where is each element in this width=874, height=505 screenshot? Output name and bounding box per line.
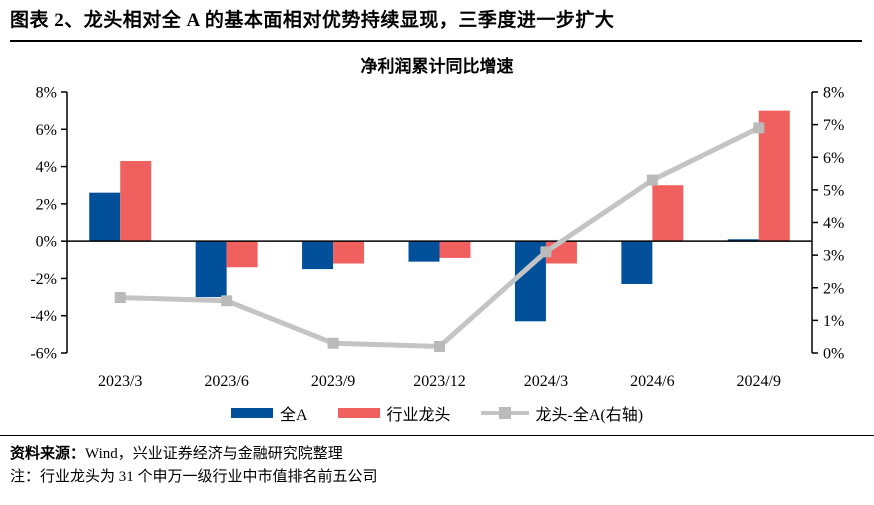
- bar-行业龙头-2023/6: [226, 241, 258, 268]
- source-label: 资料来源：: [10, 446, 86, 462]
- line-marker-2023/3: [114, 292, 126, 304]
- source-text: Wind，兴业证券经济与金融研究院整理: [85, 446, 343, 462]
- bar-全A-2023/9: [302, 241, 334, 270]
- bar-全A-2024/6: [621, 241, 653, 285]
- y-axis-left-label: 0%: [36, 234, 57, 251]
- legend-item-quan-a: 全A: [230, 401, 308, 425]
- figure-title: 图表 2、龙头相对全 A 的基本面相对优势持续显现，三季度进一步扩大: [10, 10, 615, 31]
- line-marker-2023/9: [327, 337, 339, 349]
- y-axis-right-label: 6%: [823, 150, 844, 167]
- x-axis-label: 2023/9: [311, 373, 355, 390]
- bar-行业龙头-2024/6: [652, 185, 684, 242]
- bar-全A-2024/9: [727, 239, 759, 242]
- bar-行业龙头-2023/9: [333, 241, 365, 264]
- footer-divider-line: [0, 435, 874, 436]
- y-axis-right-label: 5%: [823, 182, 844, 199]
- y-axis-right-label: 1%: [823, 313, 844, 330]
- y-axis-left-label: -2%: [30, 271, 57, 288]
- x-axis-label: 2023/3: [98, 373, 142, 390]
- chart-legend: 全A 行业龙头 龙头-全A(右轴): [0, 400, 874, 426]
- y-axis-left-label: -6%: [30, 346, 57, 363]
- title-divider-line: [10, 40, 862, 42]
- legend-label: 行业龙头: [386, 407, 451, 424]
- bar-全A-2023/3: [89, 192, 121, 242]
- y-axis-right-label: 3%: [823, 248, 844, 265]
- y-axis-left-label: 2%: [36, 196, 57, 213]
- legend-swatch-blue: [230, 408, 273, 418]
- legend-swatch-gray-line: [480, 407, 529, 419]
- legend-label: 全A: [279, 407, 308, 424]
- bar-全A-2023/6: [195, 241, 227, 298]
- chart-plot-area: 8% 6% 4% 2% 0% -2% -4% -6% 8% 7% 6% 5% 4% 3% 2% 1% 0% 202…: [30, 85, 844, 391]
- line-marker-2024/9: [753, 122, 765, 134]
- bar-行业龙头-2023/12: [439, 241, 471, 258]
- chart-title: 净利润累计同比增速: [360, 57, 514, 76]
- x-axis-label: 2024/9: [737, 373, 781, 390]
- y-axis-right-label: 0%: [823, 346, 844, 363]
- line-marker-2024/3: [540, 246, 552, 258]
- legend-item-industry-leader: 行业龙头: [337, 401, 451, 425]
- y-axis-right-label: 4%: [823, 215, 844, 232]
- figure-header: 图表 2、龙头相对全 A 的基本面相对优势持续显现，三季度进一步扩大: [0, 0, 874, 42]
- y-axis-right-label: 8%: [823, 85, 844, 102]
- line-marker-2023/6: [221, 295, 233, 307]
- note-line: 注：行业龙头为 31 个申万一级行业中市值排名前五公司: [10, 469, 378, 485]
- x-axis-label: 2023/6: [204, 373, 248, 390]
- x-axis-label: 2023/12: [413, 373, 465, 390]
- y-axis-left-label: 6%: [36, 122, 57, 139]
- y-axis-left-label: 4%: [36, 159, 57, 176]
- y-axis-left-label: -4%: [30, 308, 57, 325]
- legend-swatch-red: [337, 408, 380, 418]
- line-marker-2024/6: [646, 174, 658, 186]
- y-axis-right-label: 2%: [823, 280, 844, 297]
- line-marker-2023/12: [434, 340, 445, 352]
- figure-footer: 资料来源：Wind，兴业证券经济与金融研究院整理 注：行业龙头为 31 个申万一…: [0, 436, 874, 489]
- bar-全A-2023/12: [408, 241, 440, 262]
- legend-label: 龙头-全A(右轴): [535, 407, 644, 424]
- source-line: 资料来源：Wind，兴业证券经济与金融研究院整理: [10, 443, 864, 466]
- legend-line-marker: [498, 407, 511, 419]
- x-axis-label: 2024/6: [630, 373, 674, 390]
- y-axis-left-label: 8%: [36, 85, 57, 102]
- legend-item-leader-minus-all: 龙头-全A(右轴): [480, 401, 644, 425]
- bar-行业龙头-2023/3: [120, 160, 152, 242]
- x-axis-label: 2024/3: [524, 373, 568, 390]
- y-axis-right-label: 7%: [823, 117, 844, 134]
